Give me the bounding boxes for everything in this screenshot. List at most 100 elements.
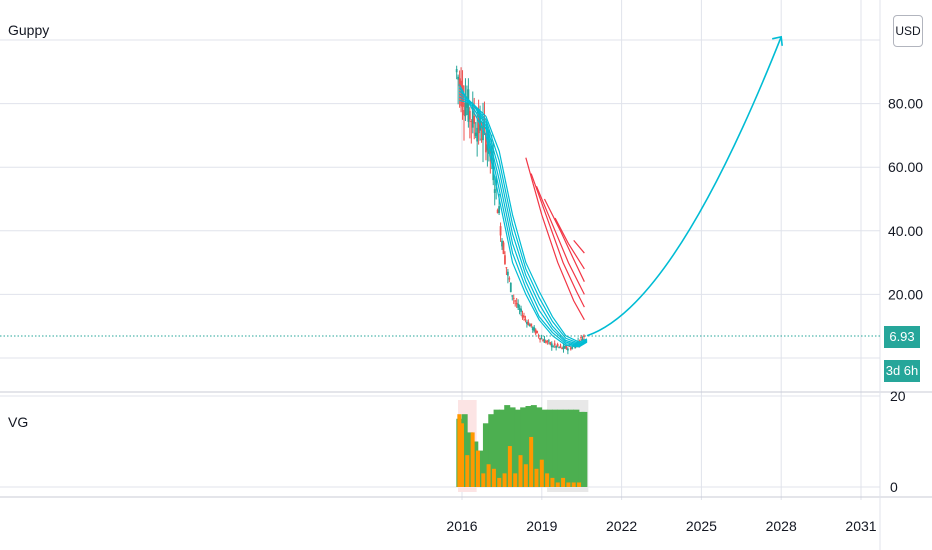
candle-body [512,297,515,299]
candle-body [581,338,584,341]
candle-body [468,110,471,120]
vg-orange-bar [555,482,560,487]
vg-orange-bar [475,450,480,487]
projection-curve [586,36,782,337]
candle-body [474,132,477,136]
vg-orange-bar [577,482,582,487]
long-ema-line [543,198,585,282]
candle-body [536,330,539,333]
candle-body [559,345,562,347]
candle-body [511,295,514,297]
vg-orange-bar [491,468,496,487]
candle-body [499,226,502,236]
candle-body [482,122,484,141]
candle-body [565,345,568,349]
candle-body [556,344,559,347]
vg-green-bar [488,414,495,487]
short-ema-line [458,90,588,346]
candle-body [527,321,530,325]
candle-body [496,209,499,214]
current-price-tag: 6.93 [884,326,920,348]
candle-body [505,267,508,269]
vg-green-bar [541,409,548,487]
y-tick-label: 80.00 [888,96,923,112]
candle-body [464,102,467,117]
candle-body [543,339,546,343]
vg-orange-bar [470,432,475,487]
vg-green-bar [498,409,505,487]
vg-orange-bar [481,473,486,487]
candle-body [476,127,479,142]
short-ema-line [458,87,588,347]
candle-body [467,89,470,122]
vg-green-bar [557,409,564,487]
candle-body [580,337,582,339]
x-tick-label: 2019 [526,518,557,534]
vg-orange-bar [545,473,550,487]
candle-body [547,340,550,342]
x-tick-label: 2022 [606,518,637,534]
vg-green-bar [568,409,575,487]
vg-y-tick-label: 20 [890,388,906,404]
vg-green-bar [504,405,511,487]
vg-green-bar [525,406,532,487]
vg-green-bar [530,405,537,487]
candle-body [463,109,465,116]
candle-body [531,327,534,331]
ema-layer [0,35,880,348]
currency-button[interactable]: USD [893,15,923,47]
vg-green-bar [493,409,500,487]
candle-body [528,324,531,327]
candle-body [473,116,476,124]
candle-body [553,343,556,346]
long-ema-line [573,239,585,254]
short-ema-line [458,93,588,345]
candle-body [514,300,517,302]
vg-layer [456,400,589,492]
vg-pane-title: VG [8,414,29,430]
vg-green-bar [562,409,569,487]
vg-green-bar [472,441,479,487]
long-ema-line [530,173,585,308]
vg-green-bar [552,409,559,487]
candle-body [502,242,505,255]
candle-body [555,345,558,348]
vg-orange-bar [457,414,462,487]
candle-body [480,138,483,140]
candle-body [521,314,524,318]
long-ema-line [554,217,585,270]
candle-body [550,343,553,348]
candle-body [540,338,543,340]
projection-arrowhead [772,35,783,46]
candle-layer [455,65,585,355]
vg-orange-bar [566,482,571,487]
candle-body [533,327,536,332]
vg-green-bar [520,407,527,487]
candle-body [537,335,540,337]
vg-orange-bar [518,455,523,487]
vg-orange-bar [460,423,464,487]
y-tick-label: 60.00 [888,159,923,175]
candle-body [546,340,549,343]
candle-body [583,335,585,337]
candle-body [524,319,527,321]
candle-body [545,341,547,343]
x-tick-label: 2031 [845,518,876,534]
vg-green-bar [573,409,580,487]
vg-y-tick-label: 0 [890,479,898,495]
y-tick-label: 20.00 [888,286,923,302]
candle-body [457,76,460,80]
candle-body [566,348,569,351]
vg-green-bar [514,409,521,487]
candle-body [530,323,533,327]
candle-body [569,347,572,350]
vg-orange-bar [529,436,534,487]
candle-body [571,346,574,349]
candle-body [515,302,518,305]
short-ema-line [459,96,588,345]
vg-green-bar [466,432,473,487]
candle-body [564,345,566,349]
candle-body [485,133,487,153]
